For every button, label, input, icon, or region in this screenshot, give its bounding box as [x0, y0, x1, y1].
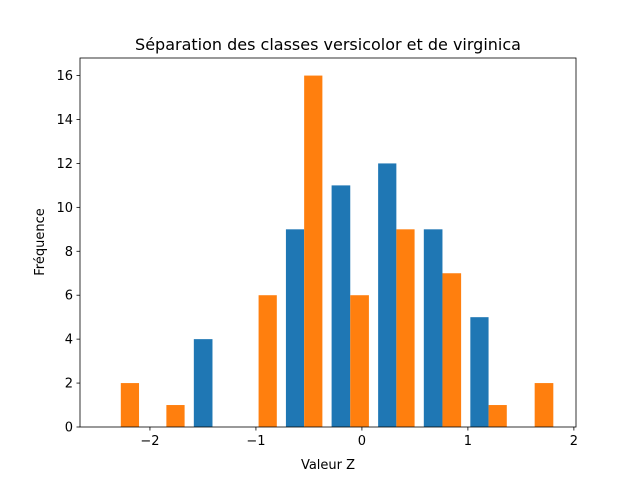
bar [166, 405, 185, 427]
bar [423, 229, 443, 427]
y-axis-label: Fréquence [33, 208, 48, 275]
bar [304, 75, 323, 428]
bar [331, 185, 351, 427]
bar [470, 317, 489, 427]
y-tick-label: 4 [65, 333, 73, 348]
bar [442, 273, 462, 427]
bar [534, 383, 554, 427]
bar [350, 295, 369, 427]
bar [378, 163, 397, 427]
y-tick-label: 0 [65, 421, 73, 436]
bar [396, 229, 415, 427]
bar [120, 383, 140, 427]
chart-title: Séparation des classes versicolor et de … [135, 35, 521, 54]
axes-frame [79, 57, 577, 428]
y-tick-label: 12 [56, 157, 73, 172]
y-tick-label: 16 [56, 69, 73, 84]
y-tick-label: 2 [65, 377, 73, 392]
y-tick-label: 8 [65, 245, 73, 260]
y-tick-label: 6 [65, 289, 73, 304]
bar [193, 339, 213, 427]
bar [258, 295, 277, 427]
x-tick-label: −1 [246, 434, 265, 449]
bar [285, 229, 305, 427]
x-tick-label: 0 [358, 434, 366, 449]
x-tick-label: 2 [570, 434, 578, 449]
x-axis-label: Valeur Z [301, 458, 355, 473]
x-tick-label: −2 [140, 434, 159, 449]
x-tick-label: 1 [464, 434, 472, 449]
y-tick-label: 10 [56, 201, 73, 216]
bar [488, 405, 507, 427]
y-tick-label: 14 [56, 113, 73, 128]
